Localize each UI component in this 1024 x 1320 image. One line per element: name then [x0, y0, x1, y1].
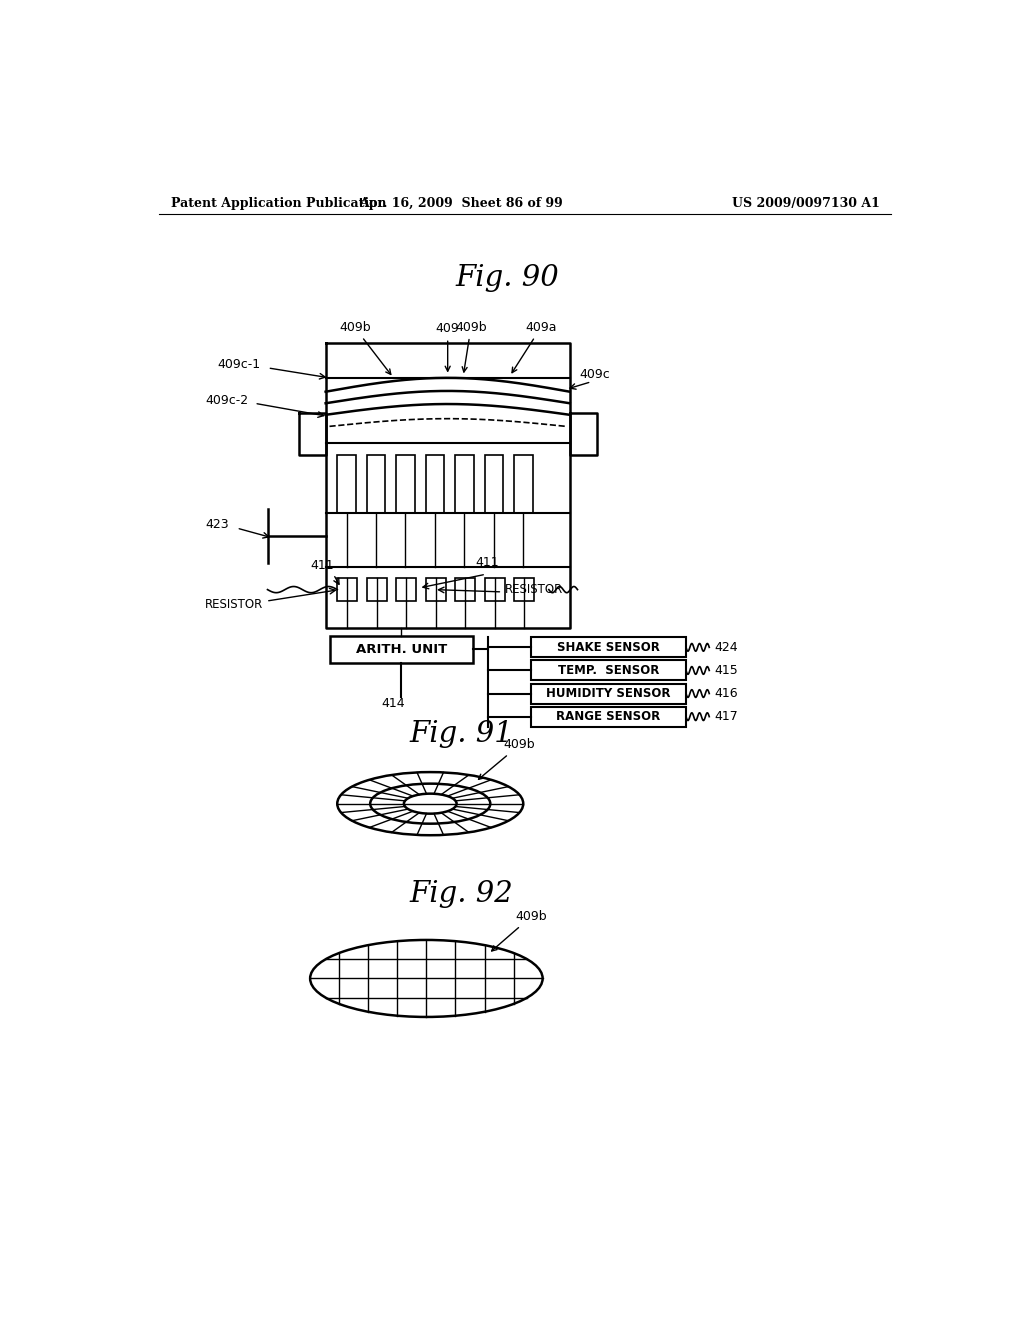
Bar: [531, 706, 686, 726]
Bar: [531, 684, 686, 704]
Text: 415: 415: [715, 664, 738, 677]
Bar: [484, 578, 505, 601]
Bar: [531, 638, 686, 657]
Text: Fig. 91: Fig. 91: [410, 721, 513, 748]
Text: 414: 414: [382, 697, 406, 710]
Text: RESISTOR: RESISTOR: [206, 598, 263, 611]
Text: 409a: 409a: [512, 321, 557, 372]
Text: Apr. 16, 2009  Sheet 86 of 99: Apr. 16, 2009 Sheet 86 of 99: [359, 197, 563, 210]
Bar: [514, 578, 535, 601]
Text: 417: 417: [715, 710, 738, 723]
Bar: [426, 578, 445, 601]
Text: RESISTOR: RESISTOR: [505, 583, 563, 597]
Bar: [337, 455, 356, 512]
Bar: [367, 578, 387, 601]
Bar: [455, 578, 475, 601]
Text: Patent Application Publication: Patent Application Publication: [171, 197, 386, 210]
Text: Fig. 92: Fig. 92: [410, 879, 513, 908]
Bar: [426, 455, 444, 512]
Text: 416: 416: [715, 686, 738, 700]
Bar: [396, 455, 415, 512]
Bar: [455, 455, 474, 512]
Text: RANGE SENSOR: RANGE SENSOR: [556, 710, 660, 723]
Text: TEMP.  SENSOR: TEMP. SENSOR: [558, 664, 659, 677]
Text: ARITH. UNIT: ARITH. UNIT: [355, 643, 446, 656]
Text: 409b: 409b: [455, 321, 486, 372]
Bar: [367, 455, 385, 512]
Text: SHAKE SENSOR: SHAKE SENSOR: [557, 640, 659, 653]
Text: 409c-1: 409c-1: [217, 358, 260, 371]
Bar: [514, 455, 532, 512]
Text: 409b: 409b: [339, 321, 391, 375]
Text: 409: 409: [436, 322, 460, 371]
Text: 409b: 409b: [478, 738, 536, 779]
Text: 409c: 409c: [579, 367, 610, 380]
Text: 424: 424: [715, 640, 738, 653]
Text: 409c-2: 409c-2: [206, 395, 249, 408]
Bar: [337, 578, 357, 601]
Text: US 2009/0097130 A1: US 2009/0097130 A1: [732, 197, 880, 210]
Bar: [531, 660, 686, 681]
Text: Fig. 90: Fig. 90: [456, 264, 560, 292]
Text: HUMIDITY SENSOR: HUMIDITY SENSOR: [546, 686, 671, 700]
Text: 423: 423: [206, 519, 229, 532]
Text: 411: 411: [310, 558, 334, 572]
Bar: [484, 455, 503, 512]
Text: 409b: 409b: [492, 909, 547, 950]
Text: 411: 411: [475, 556, 499, 569]
Bar: [396, 578, 417, 601]
Bar: [330, 636, 473, 663]
